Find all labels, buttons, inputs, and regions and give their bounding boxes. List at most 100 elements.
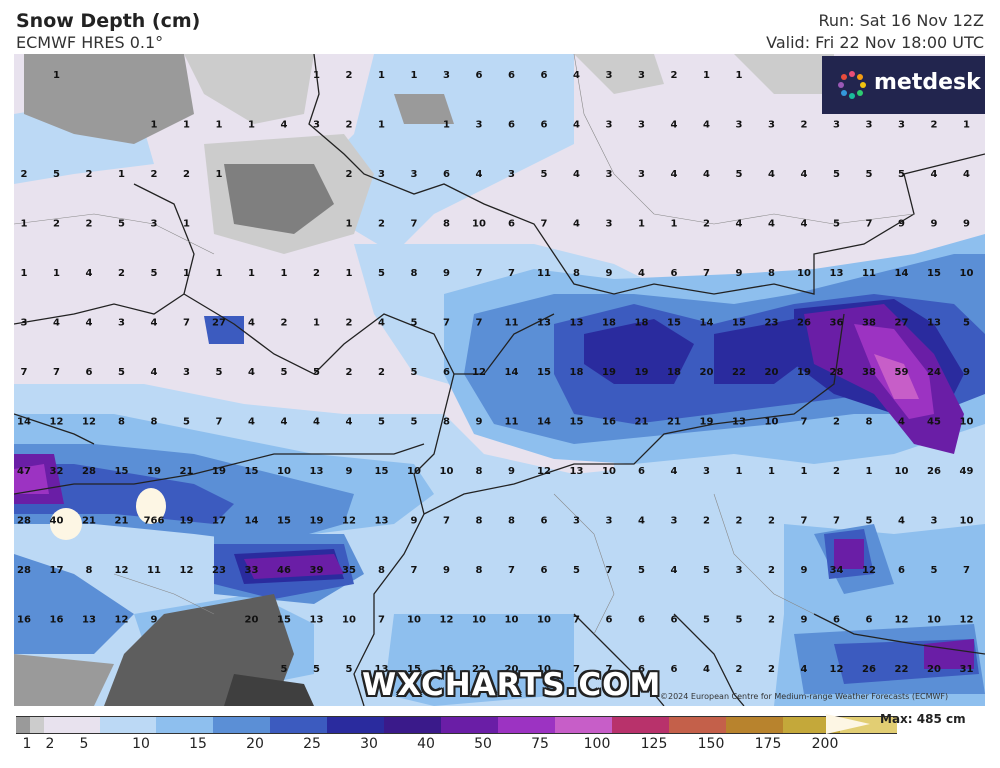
legend-tick-label: 40	[417, 736, 435, 752]
snow-depth-value: 33	[245, 565, 259, 576]
snow-depth-value: 7	[411, 219, 418, 230]
snow-depth-value: 2	[346, 367, 353, 378]
snow-depth-value: 20	[765, 367, 779, 378]
snow-depth-value: 14	[505, 367, 519, 378]
snow-depth-value: 4	[703, 169, 710, 180]
snow-depth-value: 4	[638, 516, 645, 527]
snow-depth-value: 2	[671, 70, 678, 81]
snow-depth-value: 19	[310, 516, 324, 527]
snow-depth-value: 3	[508, 169, 515, 180]
snow-depth-value: 3	[671, 516, 678, 527]
snow-depth-value: 6	[443, 169, 450, 180]
snow-depth-value: 3	[866, 120, 873, 131]
snow-depth-value: 7	[443, 318, 450, 329]
snow-depth-value: 4	[638, 268, 645, 279]
snow-depth-value: 1	[866, 466, 873, 477]
snow-depth-value: 28	[830, 367, 844, 378]
snow-depth-value: 2	[346, 169, 353, 180]
snow-depth-value: 12	[895, 615, 909, 626]
snow-depth-value: 11	[862, 268, 876, 279]
snow-depth-value: 1	[638, 219, 645, 230]
snow-depth-value: 1	[671, 219, 678, 230]
snow-depth-value: 7	[21, 367, 28, 378]
snow-depth-value: 46	[277, 565, 291, 576]
snow-depth-value: 2	[703, 219, 710, 230]
snow-depth-value: 59	[895, 367, 909, 378]
snow-depth-value: 13	[830, 268, 844, 279]
snow-depth-value: 4	[573, 219, 580, 230]
snow-depth-value: 7	[573, 664, 580, 675]
snow-depth-value: 3	[638, 70, 645, 81]
legend-max-label: Max: 485 cm	[880, 712, 966, 726]
snow-depth-value: 9	[476, 417, 483, 428]
snow-depth-value: 6	[86, 367, 93, 378]
snow-depth-value: 22	[472, 664, 486, 675]
valid-time: Valid: Fri 22 Nov 18:00 UTC	[766, 33, 984, 52]
snow-depth-value: 20	[927, 664, 941, 675]
snow-depth-value: 10	[472, 615, 486, 626]
snow-depth-value: 6	[866, 615, 873, 626]
snow-depth-value: 1	[53, 268, 60, 279]
snow-depth-value: 2	[833, 417, 840, 428]
snow-depth-value: 8	[118, 417, 125, 428]
snow-depth-value: 23	[212, 565, 226, 576]
snow-depth-value: 4	[671, 565, 678, 576]
legend-tick-label: 175	[754, 736, 782, 752]
legend-swatch	[498, 716, 555, 734]
snow-depth-value: 4	[963, 169, 970, 180]
snow-depth-value: 18	[635, 318, 649, 329]
snow-depth-value: 12	[115, 615, 129, 626]
snow-depth-value: 7	[963, 565, 970, 576]
snow-depth-value: 9	[801, 565, 808, 576]
snow-depth-value: 10	[407, 615, 421, 626]
snow-depth-value: 19	[212, 466, 226, 477]
snow-depth-value: 21	[180, 466, 194, 477]
snow-depth-value: 3	[606, 120, 613, 131]
snow-depth-value: 49	[960, 466, 974, 477]
snow-depth-value: 6	[638, 664, 645, 675]
snow-depth-value: 2	[768, 516, 775, 527]
snow-depth-value: 14	[245, 516, 259, 527]
snow-depth-value: 12	[180, 565, 194, 576]
chart-title: Snow Depth (cm)	[16, 10, 201, 32]
legend-tick-label: 1	[22, 736, 32, 752]
snow-depth-value: 3	[21, 318, 28, 329]
snow-depth-value: 11	[505, 417, 519, 428]
snow-depth-value: 10	[472, 219, 486, 230]
snow-depth-value: 9	[411, 516, 418, 527]
snow-depth-value: 12	[82, 417, 96, 428]
snow-depth-value: 15	[375, 466, 389, 477]
snow-depth-value: 13	[732, 417, 746, 428]
snow-depth-value: 5	[183, 417, 190, 428]
snow-depth-value: 1	[183, 120, 190, 131]
snow-depth-value: 28	[17, 565, 31, 576]
snow-depth-value: 19	[602, 367, 616, 378]
snow-depth-value: 6	[671, 615, 678, 626]
snow-depth-value: 14	[895, 268, 909, 279]
snow-depth-value: 8	[573, 268, 580, 279]
snow-depth-value: 12	[960, 615, 974, 626]
snow-depth-value: 6	[833, 615, 840, 626]
snow-depth-value: 4	[931, 169, 938, 180]
snow-depth-value: 18	[667, 367, 681, 378]
chart-header: Snow Depth (cm) ECMWF HRES 0.1° Run: Sat…	[0, 0, 1000, 54]
snow-depth-value: 7	[476, 268, 483, 279]
snow-depth-value: 10	[440, 466, 454, 477]
snow-depth-value: 10	[960, 268, 974, 279]
snow-depth-value: 2	[313, 268, 320, 279]
snow-depth-value: 2	[346, 120, 353, 131]
snow-depth-value: 13	[570, 318, 584, 329]
snow-depth-value: 9	[898, 219, 905, 230]
snow-depth-value: 7	[541, 219, 548, 230]
snow-depth-value: 7	[703, 268, 710, 279]
snow-depth-value: 2	[378, 219, 385, 230]
snow-depth-value: 1	[346, 219, 353, 230]
snow-depth-value: 3	[606, 169, 613, 180]
snow-depth-value: 1	[703, 70, 710, 81]
snow-depth-value: 8	[768, 268, 775, 279]
snow-depth-value: 2	[378, 367, 385, 378]
snow-depth-value: 4	[248, 318, 255, 329]
snow-depth-value: 15	[927, 268, 941, 279]
snow-depth-value: 13	[375, 516, 389, 527]
